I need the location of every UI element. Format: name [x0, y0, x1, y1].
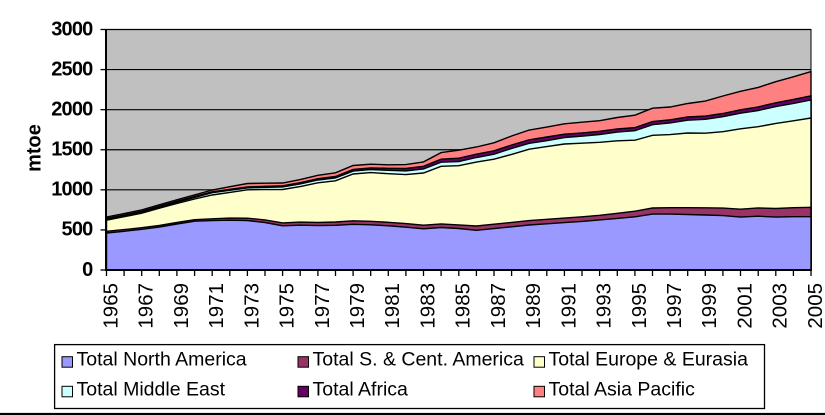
svg-text:1999: 1999 — [698, 283, 721, 329]
svg-text:1967: 1967 — [135, 283, 158, 329]
svg-text:2500: 2500 — [51, 58, 93, 80]
svg-text:1965: 1965 — [99, 283, 122, 329]
svg-text:1989: 1989 — [522, 283, 545, 329]
svg-text:2003: 2003 — [769, 283, 792, 329]
svg-text:1983: 1983 — [416, 283, 439, 329]
svg-text:1991: 1991 — [557, 283, 580, 329]
svg-text:500: 500 — [62, 219, 94, 241]
svg-text:3000: 3000 — [51, 18, 93, 40]
svg-text:1987: 1987 — [487, 283, 510, 329]
svg-text:1985: 1985 — [452, 283, 475, 329]
svg-text:1000: 1000 — [51, 179, 93, 201]
svg-text:1969: 1969 — [170, 283, 193, 329]
svg-text:1979: 1979 — [346, 283, 369, 329]
svg-text:Total Middle East: Total Middle East — [77, 379, 226, 401]
svg-text:Total North America: Total North America — [77, 349, 247, 371]
svg-text:1997: 1997 — [663, 283, 686, 329]
svg-text:1975: 1975 — [276, 283, 299, 329]
svg-text:Total Africa: Total Africa — [313, 379, 409, 401]
svg-text:Total Asia Pacific: Total Asia Pacific — [549, 379, 696, 401]
svg-text:1981: 1981 — [381, 283, 404, 329]
svg-text:2005: 2005 — [804, 283, 825, 329]
svg-text:2000: 2000 — [51, 99, 93, 121]
svg-text:1500: 1500 — [51, 139, 93, 161]
svg-text:Total Europe & Eurasia: Total Europe & Eurasia — [549, 349, 749, 371]
svg-text:1971: 1971 — [205, 283, 228, 329]
svg-text:Total S. & Cent. America: Total S. & Cent. America — [313, 349, 524, 371]
svg-text:2001: 2001 — [733, 283, 756, 329]
svg-text:0: 0 — [82, 259, 93, 281]
svg-text:1977: 1977 — [311, 283, 334, 329]
svg-text:mtoe: mtoe — [24, 124, 46, 172]
svg-text:1993: 1993 — [593, 283, 616, 329]
svg-text:1973: 1973 — [240, 283, 263, 329]
svg-text:1995: 1995 — [628, 283, 651, 329]
